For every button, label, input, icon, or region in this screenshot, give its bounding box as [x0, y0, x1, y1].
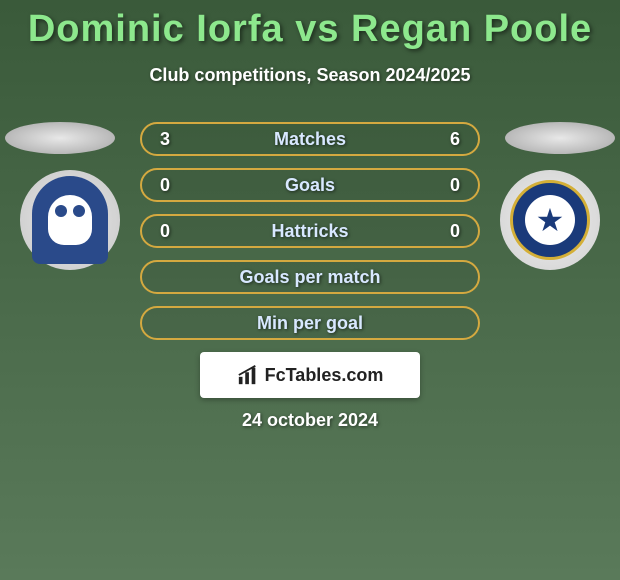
- stat-label: Min per goal: [180, 313, 440, 334]
- stat-right-value: 0: [440, 221, 460, 242]
- stat-label: Goals: [180, 175, 440, 196]
- stat-right-value: 6: [440, 129, 460, 150]
- stat-row: 0 Goals 0: [140, 168, 480, 202]
- stats-table: 3 Matches 6 0 Goals 0 0 Hattricks 0 Goal…: [140, 122, 480, 352]
- stat-right-value: 0: [440, 175, 460, 196]
- club-badge-left: [20, 170, 120, 270]
- stat-left-value: 3: [160, 129, 180, 150]
- chart-icon: [237, 364, 259, 386]
- brand-text: FcTables.com: [265, 365, 384, 386]
- stat-label: Hattricks: [180, 221, 440, 242]
- stat-row: Goals per match: [140, 260, 480, 294]
- stat-left-value: 0: [160, 175, 180, 196]
- stat-label: Matches: [180, 129, 440, 150]
- player-photo-left: [5, 122, 115, 154]
- owl-crest-icon: [32, 176, 108, 264]
- stat-row: 3 Matches 6: [140, 122, 480, 156]
- stat-left-value: 0: [160, 221, 180, 242]
- stat-row: Min per goal: [140, 306, 480, 340]
- page-subtitle: Club competitions, Season 2024/2025: [0, 65, 620, 86]
- stat-label: Goals per match: [180, 267, 440, 288]
- brand-badge: FcTables.com: [200, 352, 420, 398]
- star-crest-icon: ★: [510, 180, 590, 260]
- club-badge-right: ★: [500, 170, 600, 270]
- player-photo-right: [505, 122, 615, 154]
- page-title: Dominic Iorfa vs Regan Poole: [0, 0, 620, 51]
- date-label: 24 october 2024: [0, 410, 620, 431]
- stat-row: 0 Hattricks 0: [140, 214, 480, 248]
